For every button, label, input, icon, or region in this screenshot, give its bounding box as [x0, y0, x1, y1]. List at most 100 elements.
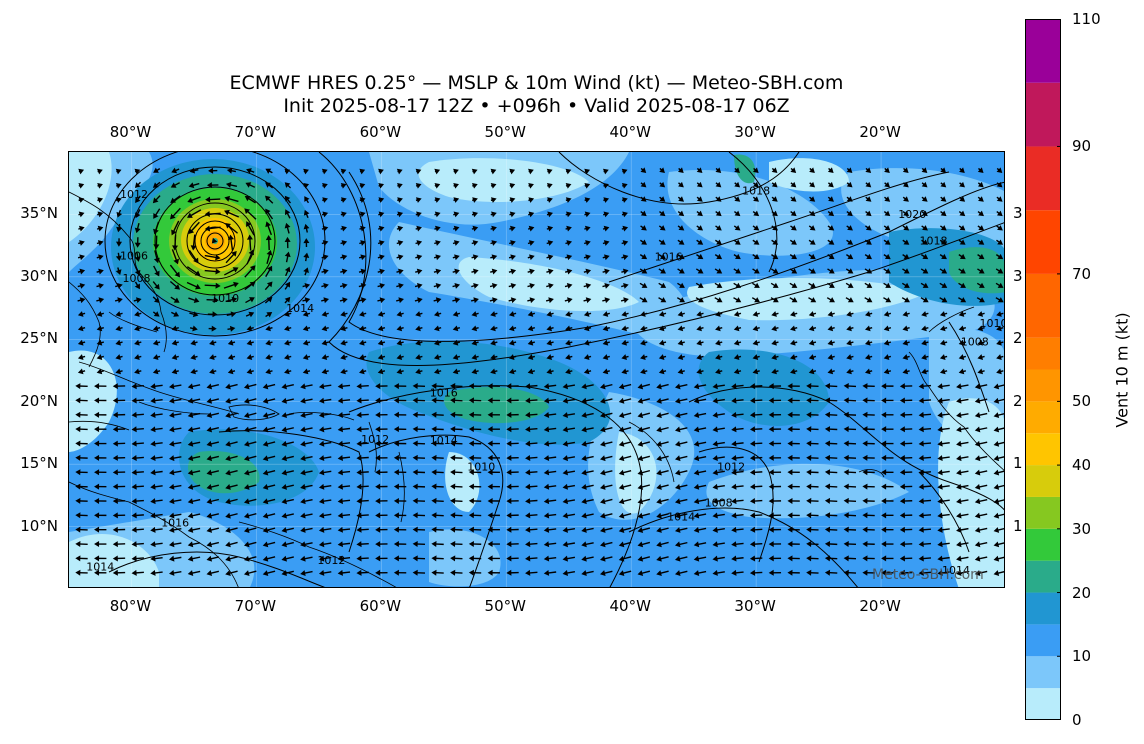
wind-arrow	[602, 282, 610, 289]
wind-arrow	[339, 297, 348, 304]
wind-arrow	[246, 234, 253, 251]
wind-arrow	[246, 168, 255, 174]
wind-arrow	[412, 569, 426, 576]
wind-arrow	[974, 440, 988, 447]
wind-arrow	[620, 297, 629, 304]
wind-arrow	[621, 197, 628, 203]
wind-arrow	[337, 455, 351, 462]
wind-arrow	[150, 455, 163, 462]
wind-arrow	[659, 167, 665, 174]
wind-arrow	[824, 512, 838, 519]
wind-arrow	[937, 555, 950, 562]
wind-arrow	[318, 526, 332, 533]
wind-arrow	[881, 397, 894, 404]
wind-arrow	[527, 354, 536, 360]
wind-arrow	[674, 527, 688, 533]
wind-arrow	[584, 225, 591, 232]
wind-arrow	[749, 454, 763, 461]
wind-arrow	[78, 240, 85, 246]
wind-arrow	[265, 221, 273, 236]
wind-arrow	[637, 455, 651, 462]
wind-arrow	[640, 167, 647, 174]
wind-arrow	[225, 541, 238, 548]
wind-arrow	[693, 455, 707, 462]
wind-arrow	[150, 411, 163, 418]
wind-arrow	[337, 469, 351, 476]
wind-colorbar	[1025, 19, 1061, 720]
wind-arrow	[431, 497, 444, 504]
wind-arrow	[134, 354, 142, 360]
wind-arrow	[112, 397, 126, 404]
wind-arrow	[787, 440, 800, 447]
wind-arrow	[281, 426, 294, 433]
wind-arrow	[806, 569, 819, 576]
wind-arrow	[471, 282, 479, 289]
wind-arrow	[640, 181, 647, 188]
wind-arrow	[843, 397, 857, 404]
wind-arrow	[322, 182, 328, 189]
wind-arrow	[843, 526, 857, 533]
wind-arrow	[846, 325, 854, 332]
wind-arrow	[340, 225, 347, 232]
wind-arrow	[209, 339, 217, 346]
wind-arrow	[490, 311, 498, 317]
wind-arrow	[749, 483, 763, 490]
wind-arrow	[637, 397, 651, 404]
wind-arrow	[995, 282, 1004, 288]
wind-arrow	[527, 240, 535, 246]
colorbar-band	[1025, 624, 1061, 657]
wind-arrow	[525, 526, 538, 533]
wind-arrow	[696, 311, 704, 317]
wind-arrow	[150, 383, 163, 390]
wind-arrow	[359, 182, 366, 189]
wind-arrow	[602, 368, 610, 375]
wind-arrow	[996, 354, 1004, 360]
wind-arrow	[97, 182, 103, 189]
wind-arrow	[752, 354, 760, 360]
wind-arrow	[787, 469, 800, 476]
wind-arrow	[770, 282, 779, 288]
wind-arrow	[340, 268, 348, 275]
wind-arrow	[431, 540, 444, 547]
wind-arrow	[581, 440, 594, 447]
wind-arrow	[902, 225, 910, 231]
wind-arrow	[243, 426, 257, 433]
wind-arrow	[468, 454, 482, 461]
wind-arrow	[846, 253, 854, 260]
wind-arrow	[749, 541, 763, 548]
wind-arrow	[412, 541, 426, 548]
wind-arrow	[715, 167, 722, 174]
wind-arrow	[902, 325, 910, 332]
wind-arrow	[824, 540, 838, 547]
wind-arrow	[77, 268, 86, 275]
wind-arrow	[204, 225, 221, 232]
wind-arrow	[846, 167, 853, 174]
wind-arrow	[993, 555, 1004, 562]
isobar-label: 1014	[942, 564, 970, 577]
colorbar-band	[1025, 19, 1061, 83]
wind-arrow	[318, 569, 332, 576]
wind-arrow	[581, 527, 594, 533]
wind-arrow	[393, 454, 407, 461]
wind-arrow	[921, 325, 929, 332]
wind-arrow	[135, 209, 141, 219]
wind-arrow	[824, 397, 838, 404]
wind-arrow	[204, 254, 221, 261]
wind-arrow	[377, 240, 385, 246]
wind-arrow	[600, 383, 613, 390]
wind-arrow	[490, 368, 498, 375]
wind-arrow	[921, 368, 929, 375]
wind-arrow	[433, 297, 442, 304]
wind-arrow	[94, 383, 107, 390]
wind-arrow	[397, 182, 403, 189]
wind-arrow	[112, 469, 126, 476]
wind-arrow	[562, 412, 576, 418]
wind-arrow	[284, 368, 292, 375]
wind-arrow	[450, 411, 463, 418]
wind-arrow	[358, 282, 367, 289]
wind-arrow	[918, 555, 932, 562]
wind-arrow	[639, 253, 648, 260]
wind-arrow	[696, 225, 704, 231]
wind-arrow	[150, 483, 163, 490]
wind-arrow	[450, 440, 463, 447]
